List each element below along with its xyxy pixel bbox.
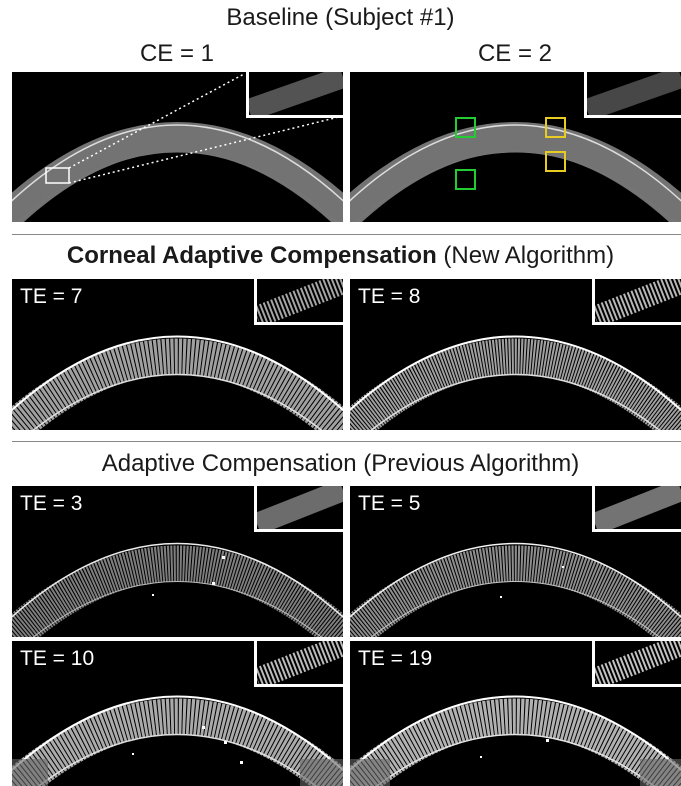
te-label: TE = 19 xyxy=(358,647,433,670)
panel-baseline-ce1 xyxy=(12,72,343,222)
zoom-inset xyxy=(254,641,343,687)
te-label: TE = 8 xyxy=(358,285,421,308)
section-divider xyxy=(12,234,681,235)
te-label: TE = 7 xyxy=(20,285,83,308)
cornea-image xyxy=(12,335,343,430)
te-label: TE = 10 xyxy=(20,647,95,670)
panel-baseline-ce2 xyxy=(350,72,681,222)
cornea-image xyxy=(350,117,681,222)
zoom-inset xyxy=(246,72,343,118)
roi-box-yellow xyxy=(545,117,566,138)
zoom-inset xyxy=(584,72,681,118)
cornea-image xyxy=(12,542,343,637)
cornea-image xyxy=(12,695,343,786)
col-label-ce1: CE = 1 xyxy=(139,40,215,67)
cornea-image xyxy=(350,335,681,430)
cornea-image xyxy=(12,73,343,222)
te-label: TE = 3 xyxy=(20,492,83,515)
panel-te-5: TE = 5 xyxy=(350,486,681,637)
te-label: TE = 5 xyxy=(358,492,421,515)
baseline-title: Baseline (Subject #1) xyxy=(226,4,455,31)
panel-te-8: TE = 8 xyxy=(350,279,681,430)
panel-te-7: TE = 7 xyxy=(12,279,343,430)
section-divider xyxy=(12,441,681,442)
panel-te-10: TE = 10 xyxy=(12,641,343,786)
zoom-inset xyxy=(592,486,681,532)
panel-te-19: TE = 19 xyxy=(350,641,681,786)
cornea-image xyxy=(350,542,681,637)
panel-te-3: TE = 3 xyxy=(12,486,343,637)
col-label-ce2: CE = 2 xyxy=(477,40,553,67)
roi-box-white xyxy=(45,167,70,184)
roi-box-green xyxy=(455,117,476,138)
zoom-guide-line xyxy=(68,73,245,169)
zoom-guide-line xyxy=(68,115,343,184)
roi-box-yellow xyxy=(545,151,566,172)
section-title-previous: Adaptive Compensation (Previous Algorith… xyxy=(101,450,580,477)
zoom-inset xyxy=(254,486,343,532)
cornea-image xyxy=(350,695,681,786)
roi-box-green xyxy=(455,169,476,190)
zoom-inset xyxy=(254,279,343,325)
zoom-inset xyxy=(592,641,681,687)
zoom-inset xyxy=(592,279,681,325)
section-title-new: Corneal Adaptive Compensation (New Algor… xyxy=(66,242,615,269)
